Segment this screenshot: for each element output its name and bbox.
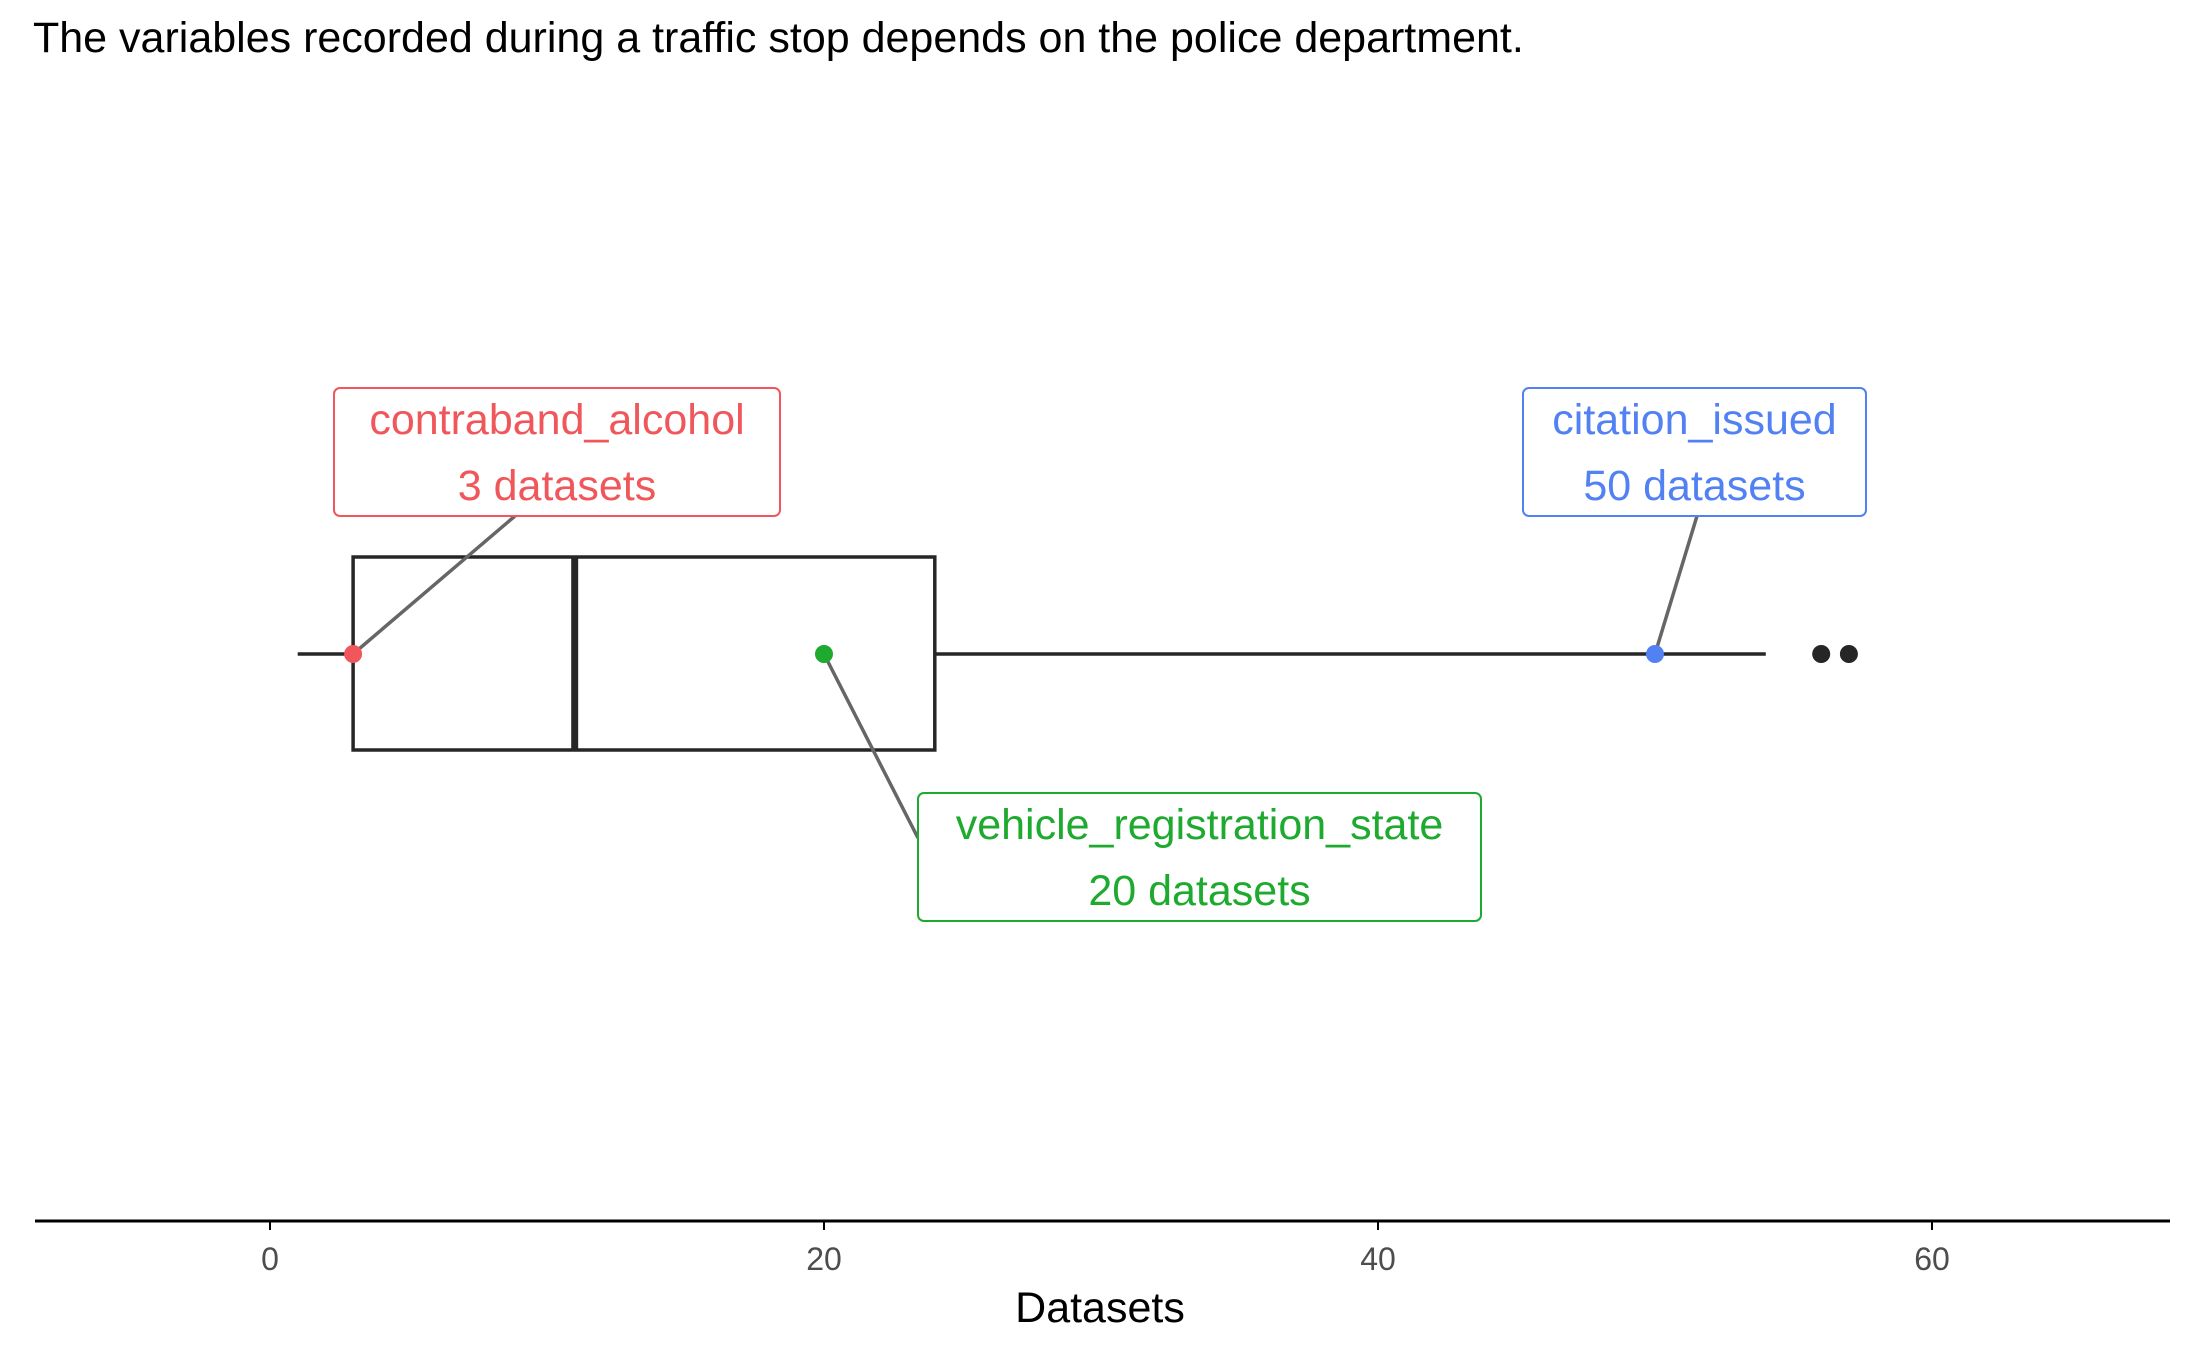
label-name-contraband-alcohol: contraband_alcohol bbox=[369, 396, 744, 444]
connector-contraband-alcohol bbox=[351, 514, 517, 656]
connector-citation-issued bbox=[1653, 515, 1699, 655]
highlight-point-citation-issued bbox=[1646, 645, 1664, 663]
highlight-point-vehicle-registration-state bbox=[815, 645, 833, 663]
iqr-box bbox=[351, 555, 937, 752]
x-tick-label-60: 60 bbox=[1914, 1241, 1950, 1277]
outlier-point-1 bbox=[1812, 645, 1831, 663]
label-count-citation-issued: 50 datasets bbox=[1583, 462, 1805, 510]
connector-vehicle-registration-state bbox=[822, 653, 920, 839]
label-name-vehicle-registration-state: vehicle_registration_state bbox=[956, 801, 1444, 849]
label-name-citation-issued: citation_issued bbox=[1552, 396, 1836, 444]
label-box-contraband-alcohol bbox=[333, 387, 781, 517]
x-tick-label-0: 0 bbox=[261, 1241, 279, 1277]
outlier-point-2 bbox=[1839, 645, 1858, 663]
label-box-vehicle-registration-state bbox=[917, 792, 1482, 922]
label-count-contraband-alcohol: 3 datasets bbox=[458, 462, 656, 510]
label-count-vehicle-registration-state: 20 datasets bbox=[1088, 867, 1310, 915]
label-box-citation-issued bbox=[1522, 387, 1867, 517]
x-tick-label-40: 40 bbox=[1360, 1241, 1396, 1277]
highlight-point-contraband-alcohol bbox=[344, 645, 363, 663]
plot-area: 0 20 40 60 contraband_alcohol 3 datasets vehic… bbox=[35, 387, 2170, 1277]
chart-title: The variables recorded during a traffic … bbox=[33, 14, 1524, 62]
x-tick-label-20: 20 bbox=[806, 1241, 842, 1277]
x-axis-title: Datasets bbox=[1015, 1284, 1185, 1332]
